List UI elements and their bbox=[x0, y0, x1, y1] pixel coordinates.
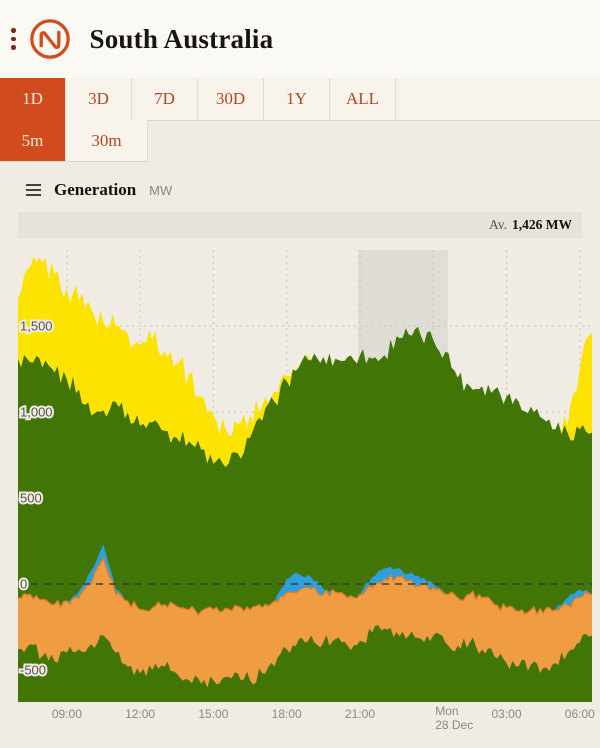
kebab-dot bbox=[11, 28, 16, 33]
tab-3d[interactable]: 3D bbox=[66, 78, 132, 120]
x-axis-label: 12:00 bbox=[125, 707, 155, 721]
y-axis-label: -500 bbox=[20, 663, 46, 678]
kebab-dot bbox=[11, 36, 16, 42]
tab-30m[interactable]: 30m bbox=[66, 120, 148, 162]
y-axis-label: 0 bbox=[20, 577, 27, 592]
x-axis-label: 28 Dec bbox=[435, 718, 473, 732]
average-bar: Av. 1,426 MW bbox=[18, 212, 582, 238]
interval-tabs: 5m 30m bbox=[0, 120, 148, 162]
average-label: Av. bbox=[489, 217, 507, 232]
average-value: 1,426 MW bbox=[512, 217, 572, 232]
kebab-dot bbox=[11, 45, 16, 50]
y-axis-label: 500 bbox=[20, 491, 42, 506]
x-axis-label: 15:00 bbox=[198, 707, 228, 721]
panel-unit: MW bbox=[149, 182, 173, 198]
battery-area bbox=[18, 544, 592, 620]
chart-menu-icon[interactable] bbox=[26, 181, 41, 199]
x-axis-label: Mon bbox=[435, 704, 458, 718]
tab-1y[interactable]: 1Y bbox=[264, 78, 330, 120]
panel-title: Generation bbox=[54, 180, 137, 199]
panel-header: Generation MW bbox=[26, 176, 172, 204]
tab-7d[interactable]: 7D bbox=[132, 78, 198, 120]
generation-chart[interactable]: 1,500 1,000 500 0 -500 09:00 12:00 15:00 18:00 21… bbox=[0, 246, 600, 746]
tab-all[interactable]: ALL bbox=[330, 78, 396, 120]
x-axis-label: 09:00 bbox=[52, 707, 82, 721]
solar-area bbox=[18, 257, 592, 467]
tab-30d[interactable]: 30D bbox=[198, 78, 264, 120]
load-top-line bbox=[17, 556, 593, 617]
x-axis-label: 21:00 bbox=[345, 707, 375, 721]
page-title: South Australia bbox=[89, 23, 274, 54]
range-tabs: 1D 3D 7D 30D 1Y ALL bbox=[0, 78, 600, 121]
kebab-menu-icon[interactable] bbox=[7, 22, 20, 56]
x-axis-label: 03:00 bbox=[491, 707, 521, 721]
x-axis-label: 06:00 bbox=[565, 707, 595, 721]
opennem-logo-icon[interactable] bbox=[28, 17, 72, 61]
load-area bbox=[18, 558, 592, 688]
y-axis-label: 1,000 bbox=[20, 405, 53, 420]
app-header: South Australia bbox=[0, 0, 600, 79]
tab-5m[interactable]: 5m bbox=[0, 120, 66, 162]
x-axis-label: 18:00 bbox=[272, 707, 302, 721]
y-axis-label: 1,500 bbox=[20, 319, 53, 334]
tab-1d[interactable]: 1D bbox=[0, 78, 66, 120]
